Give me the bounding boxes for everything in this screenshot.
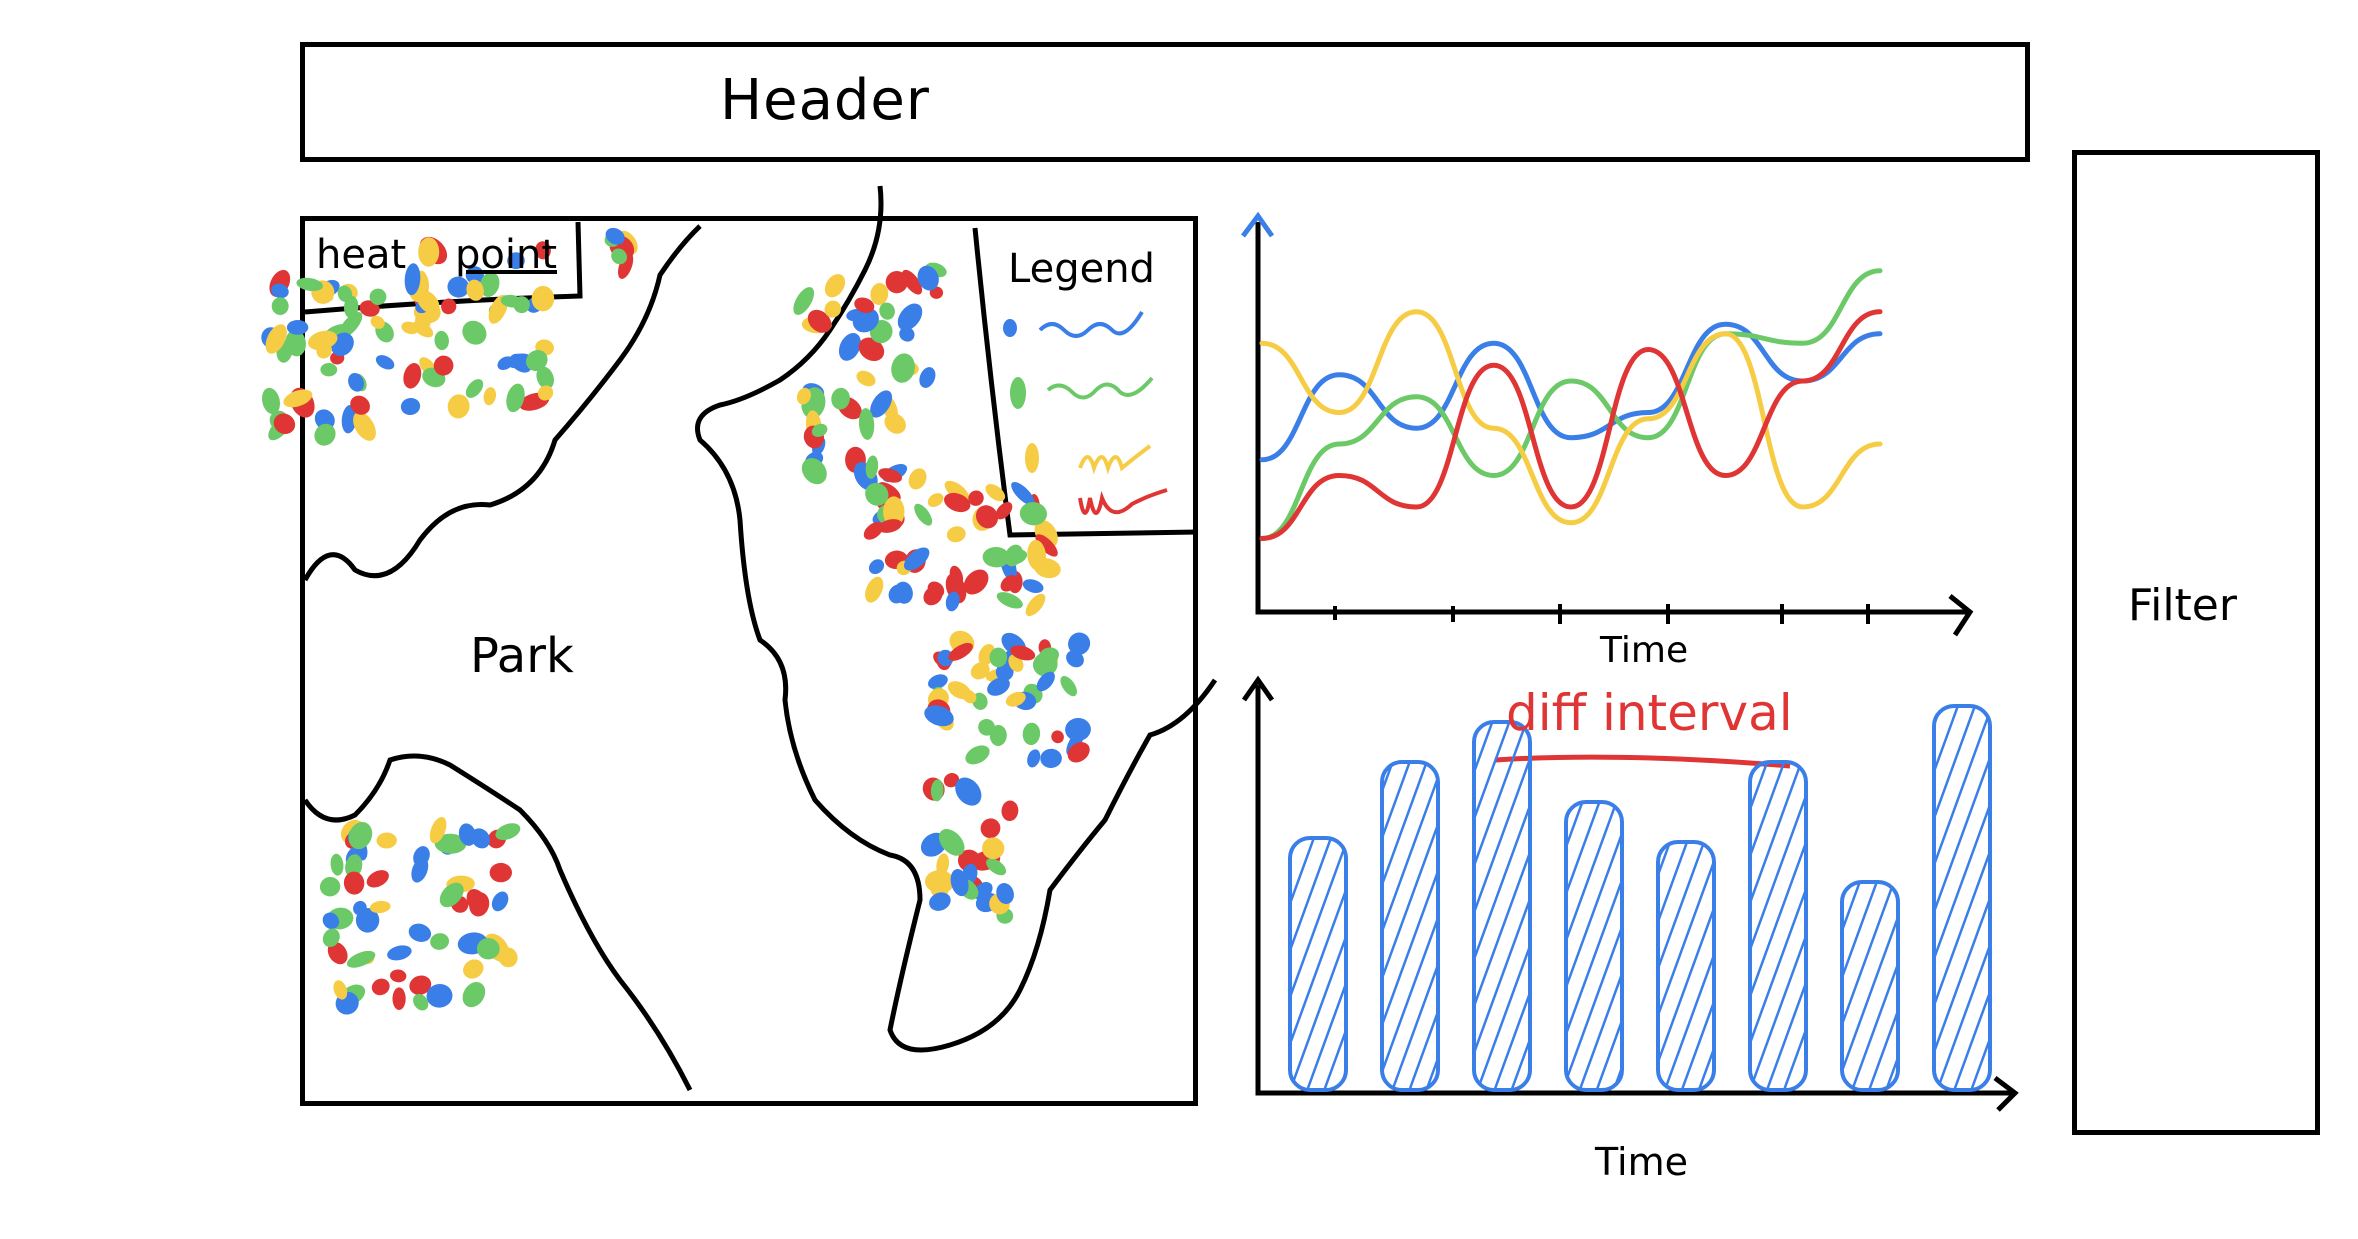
legend-title: Legend	[1008, 246, 1155, 292]
bar-3	[1472, 720, 1532, 1092]
map-point	[276, 339, 293, 363]
map-point	[265, 324, 287, 354]
bar-5	[1656, 840, 1716, 1092]
line-series-3	[1259, 309, 1883, 526]
tab-heat[interactable]: heat	[316, 232, 407, 278]
line-chart-ticks	[1333, 604, 1870, 624]
y-axis-arrow	[1241, 211, 1275, 238]
bar-chart-x-label: Time	[1595, 1140, 1688, 1184]
header-title: Header	[720, 68, 930, 133]
line-series-group	[1259, 268, 1883, 541]
bar-6	[1748, 760, 1808, 1092]
header-bar	[300, 42, 2030, 162]
bar-4	[1564, 800, 1624, 1092]
tab-point[interactable]: point	[455, 232, 558, 278]
map-point	[262, 387, 280, 415]
line-chart-axes	[1255, 222, 1968, 615]
bar-group	[1288, 704, 1992, 1092]
bar-7	[1840, 880, 1900, 1092]
map-point	[271, 283, 289, 299]
map-point	[273, 413, 296, 435]
bar-1	[1288, 836, 1348, 1092]
filter-label: Filter	[2128, 580, 2237, 631]
bar-chart-annotation: diff interval	[1506, 684, 1793, 742]
map-point	[261, 327, 281, 348]
map-panel[interactable]	[300, 216, 1198, 1106]
bar-x-axis-arrow	[1993, 1076, 2019, 1112]
line-series-1	[1259, 321, 1883, 463]
line-chart-x-label: Time	[1600, 630, 1689, 671]
annotation-underline	[1494, 754, 1791, 769]
map-point	[269, 269, 291, 297]
line-series-2	[1259, 268, 1883, 541]
line-series-4	[1259, 309, 1883, 541]
filter-panel[interactable]	[2072, 150, 2320, 1135]
x-axis-arrow	[1948, 594, 1974, 637]
map-point	[268, 416, 291, 441]
park-label: Park	[470, 628, 574, 684]
map-point	[269, 410, 290, 431]
bar-8	[1932, 704, 1992, 1092]
bar-2	[1380, 760, 1440, 1092]
bar-chart-axes	[1255, 685, 2015, 1096]
bar-y-axis-arrow	[1241, 675, 1275, 702]
map-point	[271, 297, 289, 315]
